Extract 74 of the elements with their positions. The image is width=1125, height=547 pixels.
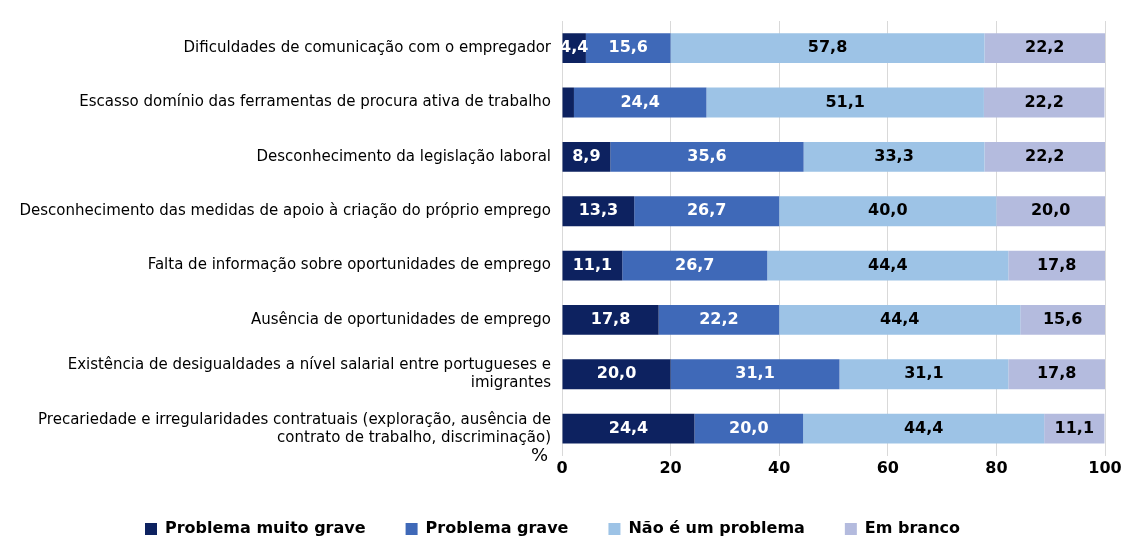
bar: [984, 33, 1105, 64]
data-label: 20,0: [729, 417, 769, 437]
data-label: 11,1: [1054, 417, 1095, 437]
x-tick-label: 20: [659, 457, 682, 477]
legend-label: Problema grave: [425, 518, 569, 538]
data-label: 8,9: [572, 146, 601, 166]
x-axis-title: %: [530, 444, 548, 466]
data-label: 24,4: [608, 417, 649, 437]
bar: [634, 196, 780, 227]
data-label: 22,2: [1024, 146, 1065, 166]
bar: [610, 141, 804, 172]
data-label: 31,1: [735, 363, 775, 383]
data-label: 20,0: [596, 363, 637, 383]
bar: [779, 304, 1021, 335]
data-label: 15,6: [1042, 309, 1083, 329]
bar: [1020, 304, 1105, 335]
bar: [706, 87, 984, 118]
data-label: 4,4: [560, 37, 589, 57]
bar: [670, 359, 840, 390]
bar: [562, 304, 659, 335]
bar: [694, 413, 804, 444]
data-label: 22,2: [1024, 91, 1064, 111]
bar: [767, 250, 1009, 281]
bar: [803, 141, 985, 172]
y-tick-label: Escasso domínio das ferramentas de procura ativa de trabalho: [79, 92, 551, 111]
x-tick-label: 80: [985, 457, 1008, 477]
y-tick-label: Ausência de oportunidades de emprego: [250, 309, 551, 328]
x-tick-label: 40: [768, 457, 791, 477]
bar: [670, 33, 985, 64]
y-tick-label: Dificuldades de comunicação com o empregador: [183, 38, 552, 57]
data-label: 17,8: [1036, 254, 1077, 274]
bar: [622, 250, 768, 281]
bar: [779, 196, 997, 227]
x-tick-label: 60: [876, 457, 899, 477]
bar: [839, 359, 1009, 390]
bar: [996, 196, 1105, 227]
data-label: 51,1: [825, 91, 865, 111]
data-label: 31,1: [904, 363, 944, 383]
y-tick-label: Falta de informação sobre oportunidades de emprego: [147, 255, 551, 274]
y-tick-label: Precariedade e irregularidades contratuais (exploração, ausência de contrato de trabalho, discriminação): [38, 409, 551, 446]
data-label: 15,6: [608, 37, 648, 57]
bar: [658, 304, 780, 335]
bar: [1008, 250, 1105, 281]
data-label: 44,4: [880, 309, 920, 329]
data-label: 26,7: [675, 254, 715, 274]
data-label: 44,4: [903, 417, 944, 437]
data-label: 22,2: [699, 309, 739, 329]
data-label: 17,8: [1036, 363, 1077, 383]
x-tick-label: 0: [556, 457, 568, 477]
bar: [1008, 359, 1105, 390]
bar: [562, 87, 574, 118]
data-label: 20,0: [1030, 200, 1071, 220]
y-tick-label: Desconhecimento das medidas de apoio à criação do próprio emprego: [19, 201, 551, 220]
legend-label: Em branco: [864, 518, 961, 538]
data-label: 11,1: [572, 254, 613, 274]
data-label: 57,8: [807, 37, 848, 57]
legend-label: Não é um problema: [628, 518, 805, 538]
data-label: 22,2: [1024, 37, 1065, 57]
data-label: 24,4: [620, 91, 660, 111]
data-label: 44,4: [868, 254, 908, 274]
data-label: 26,7: [686, 200, 727, 220]
bar: [984, 141, 1105, 172]
data-label: 33,3: [874, 146, 914, 166]
bar: [803, 413, 1045, 444]
bar: [562, 413, 695, 444]
data-label: 13,3: [578, 200, 619, 220]
legend-label: Problema muito grave: [164, 518, 366, 538]
bar: [562, 359, 671, 390]
x-tick-label: 100: [1088, 457, 1122, 477]
data-label: 35,6: [687, 146, 727, 166]
data-label: 40,0: [868, 200, 908, 220]
data-label: 17,8: [590, 309, 631, 329]
y-tick-label: Existência de desigualdades a nível salarial entre portugueses e imigrantes: [67, 355, 552, 392]
y-tick-label: Desconhecimento da legislação laboral: [256, 146, 551, 165]
